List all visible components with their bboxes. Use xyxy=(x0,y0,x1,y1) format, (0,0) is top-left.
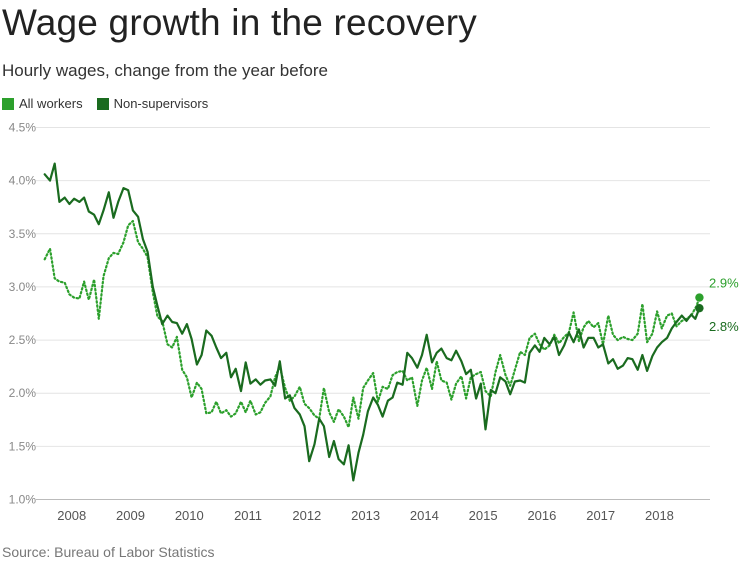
end-markers: 2.9% 2.8% xyxy=(695,276,739,334)
x-tick-label: 2011 xyxy=(234,508,262,523)
y-tick-label: 4.5% xyxy=(9,121,37,135)
y-tick-label: 3.5% xyxy=(9,227,37,241)
x-tick-label: 2015 xyxy=(469,508,498,523)
y-tick-label: 4.0% xyxy=(9,174,37,188)
x-tick-label: 2017 xyxy=(586,508,615,523)
y-tick-label: 1.5% xyxy=(9,439,37,453)
legend-swatch-non-supervisors xyxy=(96,97,109,110)
x-tick-label: 2014 xyxy=(410,508,439,523)
end-point-all-workers xyxy=(695,293,704,302)
source-note: Source: Bureau of Labor Statistics xyxy=(2,544,215,560)
y-tick-label: 1.0% xyxy=(9,493,37,507)
legend-swatch-all-workers xyxy=(2,97,14,110)
x-tick-label: 2009 xyxy=(116,508,145,523)
legend-label-all-workers: All workers xyxy=(19,96,83,111)
x-tick-label: 2010 xyxy=(175,508,204,523)
legend-label-non-supervisors: Non-supervisors xyxy=(113,96,209,111)
end-label-non-supervisors: 2.8% xyxy=(709,319,739,334)
legend: All workers Non-supervisors xyxy=(2,96,222,111)
legend-item-non-supervisors: Non-supervisors xyxy=(96,96,209,111)
series-line-non-supervisors xyxy=(43,162,701,482)
legend-item-all-workers: All workers xyxy=(2,96,83,111)
y-axis-ticks: 1.0% 1.5% 2.0% 2.5% 3.0% 3.5% 4.0% 4.5% xyxy=(9,121,37,507)
gridlines xyxy=(36,127,710,500)
x-tick-label: 2013 xyxy=(351,508,380,523)
end-point-non-supervisors xyxy=(695,303,704,313)
series-line-all-workers xyxy=(43,219,701,429)
y-tick-label: 2.5% xyxy=(9,333,37,347)
end-label-all-workers: 2.9% xyxy=(709,276,739,291)
series-lines xyxy=(43,162,701,482)
chart-title: Wage growth in the recovery xyxy=(2,2,477,43)
y-tick-label: 3.0% xyxy=(9,280,37,294)
chart-subtitle: Hourly wages, change from the year befor… xyxy=(2,61,329,80)
x-tick-label: 2008 xyxy=(57,508,86,523)
y-tick-label: 2.0% xyxy=(9,386,37,400)
x-axis-ticks: 2008 2009 2010 2011 2012 2013 2014 2015 2016 2017… xyxy=(57,508,674,523)
x-tick-label: 2016 xyxy=(527,508,556,523)
x-tick-label: 2018 xyxy=(645,508,674,523)
x-tick-label: 2012 xyxy=(292,508,321,523)
